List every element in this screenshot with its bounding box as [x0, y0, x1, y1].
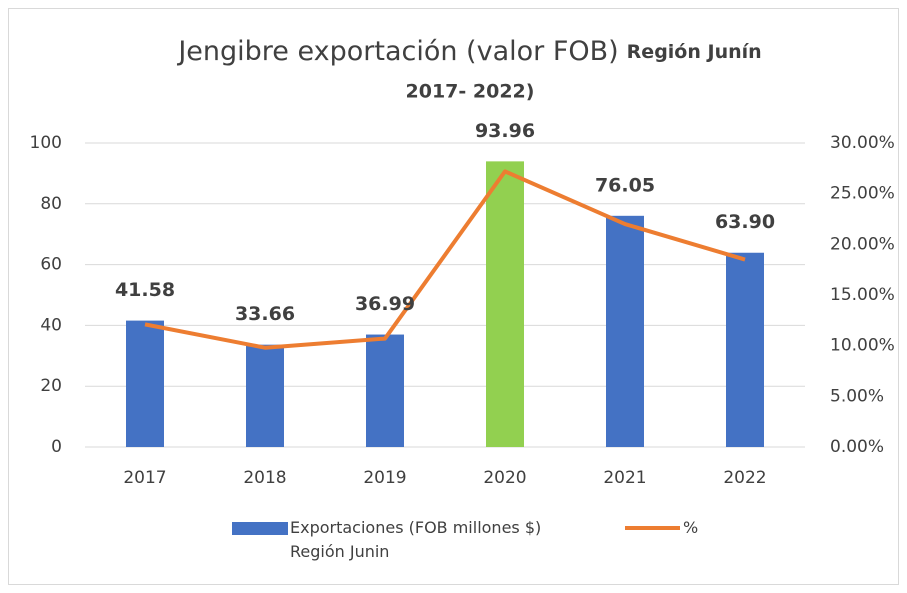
y-tick-label: 60 [40, 255, 62, 275]
chart-title: Jengibre exportación (valor FOB) Región J… [176, 36, 761, 67]
data-label: 36.99 [355, 293, 415, 315]
y-tick-label: 80 [40, 194, 62, 214]
bar [606, 215, 644, 447]
x-tick-label: 2021 [603, 468, 646, 488]
chart-frame [8, 8, 899, 585]
y-tick-label: 0 [51, 437, 62, 457]
legend-label: Exportaciones (FOB millones $) Región Ju… [290, 518, 542, 561]
y2-tick-label: 20.00% [830, 234, 895, 254]
data-label: 63.90 [715, 211, 775, 233]
title-main: Jengibre exportación (valor FOB) [176, 36, 618, 67]
y2-tick-label: 30.00% [830, 133, 895, 153]
y2-tick-label: 0.00% [830, 437, 884, 457]
legend-label: % [683, 518, 699, 537]
title-years: 2017- 2022) [406, 81, 535, 103]
bar [246, 344, 284, 447]
bar [126, 320, 164, 447]
legend-bar-swatch [232, 522, 288, 535]
y-tick-label: 40 [40, 315, 62, 335]
x-tick-label: 2019 [363, 468, 406, 488]
y-tick-label: 20 [40, 376, 62, 396]
title-region: Región Junín [627, 41, 762, 63]
line-series [144, 169, 746, 350]
data-label: 41.58 [115, 279, 175, 301]
data-label: 76.05 [595, 174, 655, 196]
y2-tick-label: 5.00% [830, 386, 884, 406]
x-tick-label: 2017 [123, 468, 166, 488]
bar [486, 161, 524, 447]
bar [726, 252, 764, 447]
data-label: 33.66 [235, 303, 295, 325]
y2-tick-label: 10.00% [830, 336, 895, 356]
x-tick-label: 2018 [243, 468, 286, 488]
y-tick-label: 100 [30, 133, 62, 153]
x-tick-label: 2020 [483, 468, 526, 488]
x-tick-label: 2022 [723, 468, 766, 488]
y2-tick-label: 25.00% [830, 184, 895, 204]
y2-tick-label: 15.00% [830, 285, 895, 305]
data-label: 93.96 [475, 120, 535, 142]
bar [366, 334, 404, 447]
